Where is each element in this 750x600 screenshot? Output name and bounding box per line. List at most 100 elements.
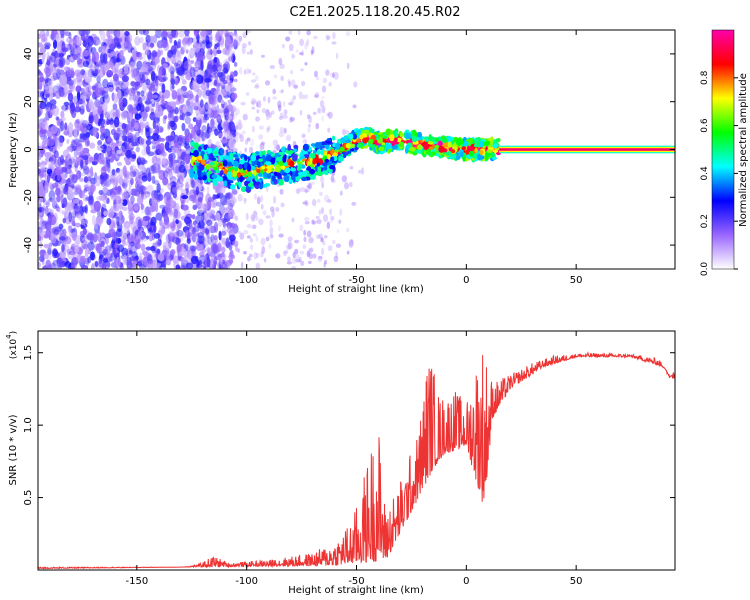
spectrogram-cell xyxy=(209,161,215,166)
spectrogram-cell xyxy=(204,228,209,236)
spectrogram-cell xyxy=(138,259,144,268)
spectrogram-cell xyxy=(80,108,85,114)
spectrogram-cell xyxy=(283,161,288,167)
spectrogram-cell xyxy=(331,135,336,141)
spectrogram-cell xyxy=(145,44,150,52)
spectrogram-cell xyxy=(41,144,46,155)
spectrogram-cell xyxy=(236,41,241,46)
spectrogram-cell xyxy=(81,99,86,108)
spectrogram-cell xyxy=(168,172,173,178)
spectrogram-cell xyxy=(239,232,245,240)
spectrogram-cell xyxy=(270,158,276,165)
spectrogram-cell xyxy=(56,139,61,150)
spectrogram-cell xyxy=(327,111,333,119)
spectrogram-cell xyxy=(199,251,205,257)
spectrogram-cell xyxy=(103,178,111,188)
spectrogram-cell xyxy=(102,186,109,193)
y-tick-label: 0 xyxy=(23,146,34,152)
spectrogram-cell xyxy=(246,235,251,239)
spectrogram-cell xyxy=(316,149,321,156)
x-tick-label: -50 xyxy=(348,275,364,286)
spectrogram-cell xyxy=(229,249,234,259)
spectrogram-cell xyxy=(84,84,88,94)
spectrogram-cell xyxy=(94,176,101,187)
spectrogram-cell xyxy=(110,50,115,56)
spectrogram-cell xyxy=(224,114,229,121)
spectrogram-cell xyxy=(316,198,321,203)
spectrogram-cell xyxy=(258,125,264,130)
spectrogram-cell xyxy=(208,128,214,136)
spectrogram-cell xyxy=(139,137,143,147)
spectrogram-cell xyxy=(174,107,179,115)
spectrogram-cell xyxy=(313,70,319,78)
spectrogram-cell xyxy=(194,63,199,71)
spectrogram-cell xyxy=(152,259,157,267)
spectrogram-cell xyxy=(51,195,57,206)
spectrogram-cell xyxy=(137,230,143,239)
spectrogram-cell xyxy=(46,51,50,60)
spectrogram-cell xyxy=(216,113,222,123)
spectrogram-cell xyxy=(112,93,119,104)
spectrogram-cell xyxy=(142,215,150,221)
spectrogram-cell xyxy=(335,142,341,150)
spectrogram-cell xyxy=(246,257,252,261)
spectrogram-cell xyxy=(287,236,293,242)
spectrogram-cell xyxy=(38,261,41,268)
spectrogram-cell xyxy=(60,195,64,205)
spectrogram-cell xyxy=(193,142,200,150)
spectrogram-cell xyxy=(55,187,61,197)
spectrogram-cell xyxy=(285,244,291,250)
spectrogram-cell xyxy=(272,195,277,204)
spectrogram-cell xyxy=(94,113,99,125)
spectrogram-cell xyxy=(204,237,209,247)
spectrogram-cell xyxy=(206,219,213,226)
spectrogram-cell xyxy=(39,129,47,135)
spectrogram-cell xyxy=(56,64,61,75)
spectrogram-cell xyxy=(212,178,218,186)
spectrogram-cell xyxy=(182,43,187,51)
spectrogram-cell xyxy=(47,208,52,214)
spectrogram-cell xyxy=(233,154,238,158)
spectrogram-cell xyxy=(468,146,474,152)
spectrogram-cell xyxy=(238,35,243,42)
spectrogram-cell xyxy=(184,229,190,238)
spectrogram-cell xyxy=(187,54,192,60)
spectrogram-cell xyxy=(113,243,120,248)
spectrogram-cell xyxy=(68,250,76,256)
spectrogram-cell xyxy=(319,191,323,197)
spectrogram-cell xyxy=(238,163,243,170)
spectrogram-cell xyxy=(222,108,229,114)
spectrogram-cell xyxy=(145,91,152,101)
spectrogram-cell xyxy=(220,139,228,144)
spectrogram-cell xyxy=(479,140,484,148)
spectrogram-cell xyxy=(145,206,150,216)
spectrogram-cell xyxy=(121,75,129,83)
spectrogram-cell xyxy=(109,178,115,183)
spectrogram-cell xyxy=(199,41,206,52)
spectrogram-cell xyxy=(112,112,117,117)
spectrogram-cell xyxy=(290,117,296,122)
spectrogram-cell xyxy=(344,182,350,190)
spectrogram-cell xyxy=(121,191,129,200)
spectrogram-cell xyxy=(240,101,246,106)
spectrogram-cell xyxy=(112,179,119,191)
spectrogram-cell xyxy=(76,254,83,264)
spectrogram-cell xyxy=(122,199,128,207)
spectrogram-cell xyxy=(40,90,45,98)
spectrogram-cell xyxy=(105,236,109,245)
spectrogram-cell xyxy=(215,140,221,149)
spectrogram-cell xyxy=(210,100,214,107)
spectrogram-cell xyxy=(224,32,231,38)
spectrogram-cell xyxy=(81,206,87,213)
spectrogram-cell xyxy=(201,248,207,253)
spectrogram-cell xyxy=(269,64,275,70)
spectrogram-cell xyxy=(183,60,189,69)
spectrogram-cell xyxy=(82,91,90,100)
spectrogram-cell xyxy=(192,131,197,140)
spectrogram-cell xyxy=(138,121,144,133)
spectrogram-cell xyxy=(205,35,210,45)
x-tick-label: 50 xyxy=(570,576,583,587)
spectrogram-cell xyxy=(109,149,115,157)
spectrogram-cell xyxy=(146,135,153,140)
spectrogram-cell xyxy=(134,81,140,87)
